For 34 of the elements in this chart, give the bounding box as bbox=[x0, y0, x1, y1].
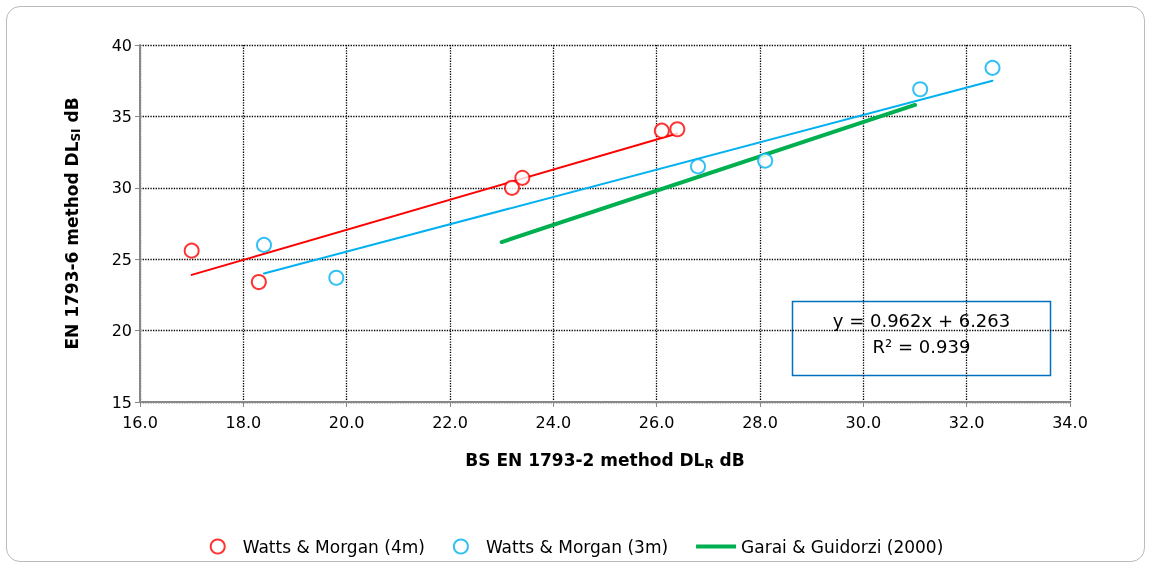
x-tick-label: 32.0 bbox=[948, 412, 985, 432]
annotation: R² = 0.939 bbox=[872, 336, 971, 357]
point bbox=[912, 81, 929, 98]
x-tick-label: 30.0 bbox=[845, 412, 882, 432]
y-tick-label: 40 bbox=[111, 35, 132, 55]
y-tick-label: 15 bbox=[111, 392, 132, 412]
legend-label: Watts & Morgan (3m) bbox=[485, 536, 669, 557]
point bbox=[669, 121, 686, 138]
x-tick-label: 16.0 bbox=[122, 412, 158, 432]
point bbox=[757, 152, 774, 169]
y-tick-label: 35 bbox=[111, 106, 132, 126]
x-tick-label: 24.0 bbox=[535, 412, 572, 432]
point bbox=[256, 236, 272, 253]
point bbox=[328, 269, 345, 286]
x-tick-label: 22.0 bbox=[432, 412, 468, 432]
annotation: y = 0.962x + 6.263 bbox=[832, 310, 1011, 331]
point bbox=[514, 169, 531, 186]
legend-label: Garai & Guidorzi (2000) bbox=[741, 536, 944, 557]
x-tick-label: 34.0 bbox=[1052, 412, 1088, 432]
point bbox=[504, 179, 520, 196]
y-tick-label: 20 bbox=[111, 321, 132, 341]
point bbox=[250, 274, 267, 291]
point bbox=[984, 59, 1001, 76]
point bbox=[690, 158, 706, 175]
x-tick-label: 26.0 bbox=[638, 412, 675, 432]
y-axis-title: EN 1793-6 method DLSI dB bbox=[62, 97, 83, 350]
point bbox=[183, 242, 200, 259]
x-tick-label: 18.0 bbox=[225, 412, 262, 432]
point bbox=[653, 122, 670, 139]
legend-label: Watts & Morgan (4m) bbox=[242, 536, 425, 557]
y-tick-label: 25 bbox=[111, 249, 132, 269]
x-tick-label: 20.0 bbox=[328, 412, 365, 432]
x-tick-label: 28.0 bbox=[742, 412, 778, 432]
y-tick-label: 30 bbox=[111, 178, 132, 198]
